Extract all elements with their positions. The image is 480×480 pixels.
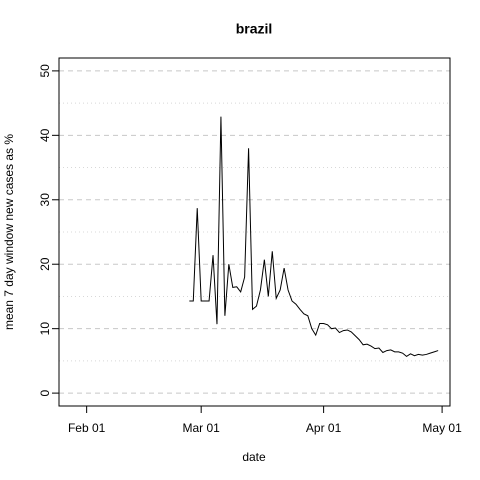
x-tick-label: Feb 01: [68, 421, 106, 435]
x-tick-label: Mar 01: [183, 421, 221, 435]
x-tick-label: Apr 01: [306, 421, 342, 435]
y-tick-label: 20: [38, 257, 52, 271]
y-tick-label: 30: [38, 193, 52, 207]
chart-title: brazil: [236, 21, 273, 37]
y-tick-label: 40: [38, 128, 52, 142]
y-axis-label: mean 7 day window new cases as %: [2, 134, 16, 330]
x-axis-label: date: [242, 450, 266, 464]
y-tick-label: 0: [38, 389, 52, 396]
data-line: [189, 116, 439, 357]
x-tick-label: May 01: [422, 421, 462, 435]
plot-frame: [58, 57, 451, 407]
y-tick-label: 50: [38, 64, 52, 78]
y-tick-label: 10: [38, 322, 52, 336]
